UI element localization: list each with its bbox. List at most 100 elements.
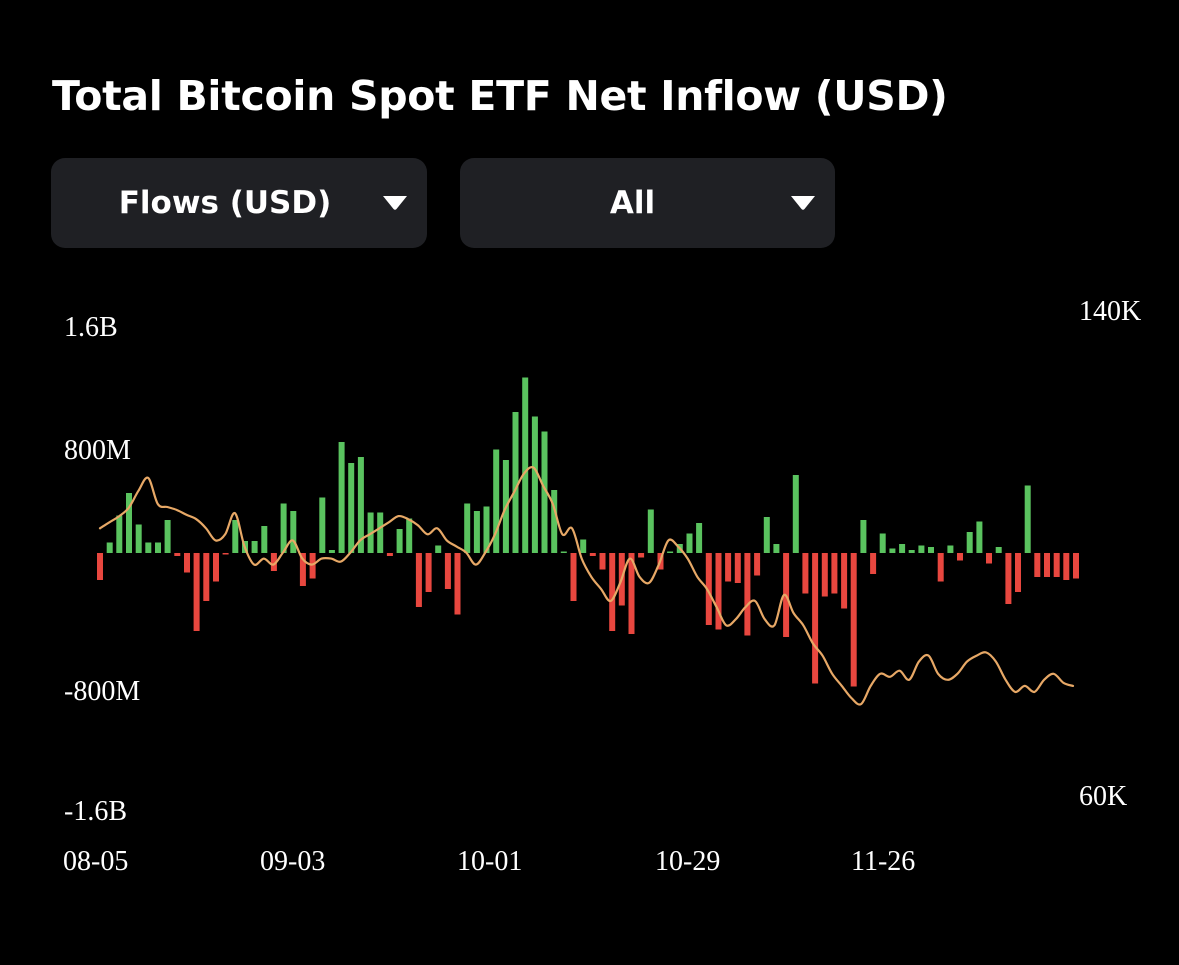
outflow-bar xyxy=(425,553,432,592)
outflow-bar xyxy=(841,553,848,609)
inflow-bar xyxy=(976,521,983,553)
outflow-bar xyxy=(1044,553,1050,577)
inflow-bar xyxy=(773,544,780,553)
outflow-bar xyxy=(802,553,809,594)
inflow-bar xyxy=(696,523,703,553)
outflow-bar xyxy=(638,553,645,558)
outflow-bar xyxy=(203,553,210,601)
x-tick: 11-26 xyxy=(851,846,915,877)
outflow-bar xyxy=(937,553,944,582)
outflow-bar xyxy=(754,553,761,576)
outflow-bar xyxy=(870,553,877,574)
range-dropdown[interactable]: All xyxy=(460,158,835,248)
outflow-bar xyxy=(222,553,229,555)
inflow-bar xyxy=(232,520,239,553)
inflow-bar xyxy=(251,541,258,553)
range-dropdown-label: All xyxy=(609,185,656,221)
outflow-bar xyxy=(812,553,819,684)
inflow-bar xyxy=(522,377,529,553)
outflow-bar xyxy=(1073,553,1079,579)
outflow-bar xyxy=(599,553,606,570)
y-left-tick: -800M xyxy=(64,676,140,707)
price-line xyxy=(98,466,1075,706)
outflow-bar xyxy=(628,553,635,634)
inflow-bar xyxy=(290,511,297,553)
inflow-bar xyxy=(908,550,915,553)
outflow-bar xyxy=(213,553,219,582)
outflow-bar xyxy=(1053,553,1060,577)
outflow-bar xyxy=(270,553,277,571)
inflow-bar xyxy=(531,416,538,553)
y-right-tick: 60K xyxy=(1079,781,1127,812)
bar-series xyxy=(97,377,1079,687)
inflow-bar xyxy=(348,463,355,553)
outflow-bar xyxy=(174,553,181,556)
outflow-bar xyxy=(1063,553,1070,580)
outflow-bar xyxy=(831,553,838,594)
outflow-bar xyxy=(299,553,306,586)
inflow-bar xyxy=(483,506,490,553)
inflow-bar xyxy=(879,533,886,553)
inflow-bar xyxy=(328,550,335,553)
outflow-bar xyxy=(415,553,422,607)
caret-down-icon xyxy=(383,196,407,210)
inflow-bar xyxy=(435,545,442,553)
inflow-bar xyxy=(899,544,906,553)
outflow-bar xyxy=(609,553,616,631)
inflow-bar xyxy=(560,551,567,553)
inflow-bar xyxy=(947,545,954,553)
y-left-tick: 1.6B xyxy=(64,312,118,343)
outflow-bar xyxy=(97,553,103,580)
inflow-bar xyxy=(155,542,161,553)
inflow-bar xyxy=(1024,485,1031,553)
inflow-bar xyxy=(966,532,973,553)
x-tick: 10-29 xyxy=(655,846,720,877)
outflow-bar xyxy=(725,553,732,582)
outflow-bar xyxy=(570,553,577,601)
outflow-bar xyxy=(821,553,828,597)
inflow-bar xyxy=(541,431,548,553)
outflow-bar xyxy=(744,553,751,636)
inflow-bar xyxy=(145,542,152,553)
inflow-bar xyxy=(464,503,471,553)
inflow-bar xyxy=(889,548,896,553)
y-left-tick: 800M xyxy=(64,435,131,466)
outflow-bar xyxy=(850,553,857,687)
inflow-bar xyxy=(686,533,693,553)
inflow-bar xyxy=(406,518,413,553)
outflow-bar xyxy=(705,553,712,625)
inflow-bar xyxy=(860,520,867,553)
y-right-tick: 140K xyxy=(1079,296,1141,327)
inflow-bar xyxy=(338,442,345,553)
caret-down-icon xyxy=(791,196,815,210)
inflow-bar xyxy=(280,503,287,553)
inflow-bar xyxy=(135,524,142,553)
inflow-bar xyxy=(396,529,403,553)
inflow-bar xyxy=(377,512,384,553)
x-tick: 10-01 xyxy=(457,846,522,877)
outflow-bar xyxy=(444,553,451,589)
inflow-bar xyxy=(792,475,799,553)
outflow-bar xyxy=(184,553,190,573)
outflow-bar xyxy=(589,553,596,556)
metric-dropdown[interactable]: Flows (USD) xyxy=(51,158,427,248)
outflow-bar xyxy=(386,553,393,556)
outflow-bar xyxy=(193,553,200,631)
x-tick: 09-03 xyxy=(260,846,325,877)
inflow-bar xyxy=(995,547,1002,553)
inflow-bar xyxy=(763,517,770,553)
inflow-bar xyxy=(647,509,654,553)
inflow-bar xyxy=(512,412,519,553)
outflow-bar xyxy=(1034,553,1041,577)
inflow-bar xyxy=(473,511,480,553)
outflow-bar xyxy=(715,553,722,630)
x-tick: 08-05 xyxy=(63,846,128,877)
inflow-bar xyxy=(116,515,123,553)
outflow-bar xyxy=(454,553,461,615)
outflow-bar xyxy=(734,553,741,583)
inflow-bar xyxy=(357,457,364,553)
chart-title: Total Bitcoin Spot ETF Net Inflow (USD) xyxy=(52,72,948,120)
inflow-bar xyxy=(164,520,171,553)
inflow-bar xyxy=(126,493,132,553)
outflow-bar xyxy=(986,553,992,564)
